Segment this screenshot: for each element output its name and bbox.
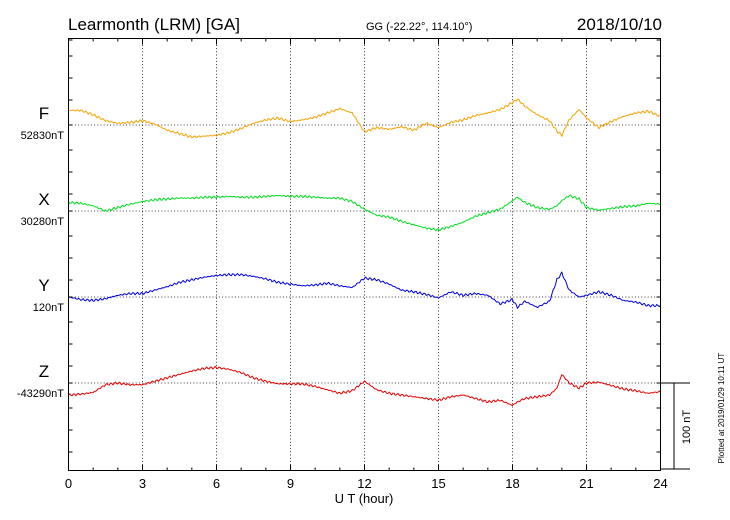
grid-lines bbox=[68, 38, 661, 471]
plotted-at-note: Plotted at 2019/01/29 10:11 UT bbox=[717, 353, 726, 464]
baseline-label-f: 52830nT bbox=[21, 130, 65, 142]
trace-layer bbox=[68, 98, 661, 406]
x-tick-label: 0 bbox=[65, 476, 72, 491]
baseline-label-z: -43290nT bbox=[17, 388, 64, 400]
scale-bar-label: 100 nT bbox=[681, 410, 693, 445]
x-tick-label: 21 bbox=[579, 476, 593, 491]
component-label-x: X bbox=[38, 190, 49, 209]
x-axis-ticks: 0 3 6 9 12 15 18 21 24 bbox=[65, 38, 668, 491]
baseline-label-y: 120nT bbox=[33, 302, 64, 314]
component-label-y: Y bbox=[38, 276, 49, 295]
series-labels: F 52830nT X 30280nT Y 120nT Z -43290nT bbox=[17, 104, 64, 400]
scale-bar: 100 nT bbox=[660, 382, 693, 470]
baseline-label-x: 30280nT bbox=[21, 216, 65, 228]
x-tick-label: 12 bbox=[357, 476, 371, 491]
date-label: 2018/10/10 bbox=[577, 15, 662, 34]
x-tick-label: 3 bbox=[139, 476, 146, 491]
x-axis-title: U T (hour) bbox=[335, 491, 394, 506]
component-label-f: F bbox=[39, 104, 49, 123]
x-tick-label: 24 bbox=[653, 476, 667, 491]
x-tick-label: 9 bbox=[287, 476, 294, 491]
coordinates-label: GG (-22.22°, 114.10°) bbox=[366, 21, 472, 33]
component-label-z: Z bbox=[39, 362, 49, 381]
trace-f bbox=[68, 98, 661, 139]
trace-y bbox=[68, 271, 661, 309]
x-tick-label: 18 bbox=[505, 476, 519, 491]
trace-x bbox=[68, 194, 661, 232]
x-tick-label: 6 bbox=[213, 476, 220, 491]
trace-z bbox=[68, 365, 661, 406]
x-tick-label: 15 bbox=[431, 476, 445, 491]
station-title: Learmonth (LRM) [GA] bbox=[68, 15, 240, 34]
